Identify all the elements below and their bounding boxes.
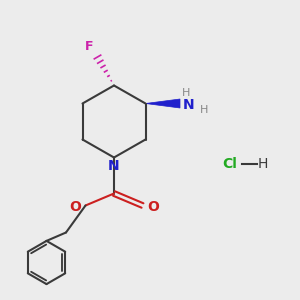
Text: F: F	[85, 40, 93, 53]
Text: O: O	[69, 200, 81, 214]
Text: N: N	[108, 159, 120, 173]
Text: O: O	[147, 200, 159, 214]
Text: Cl: Cl	[222, 157, 237, 170]
Text: N: N	[182, 98, 194, 112]
Text: H: H	[182, 88, 190, 98]
Text: H: H	[200, 105, 208, 115]
Polygon shape	[146, 99, 180, 108]
Text: H: H	[258, 157, 268, 170]
